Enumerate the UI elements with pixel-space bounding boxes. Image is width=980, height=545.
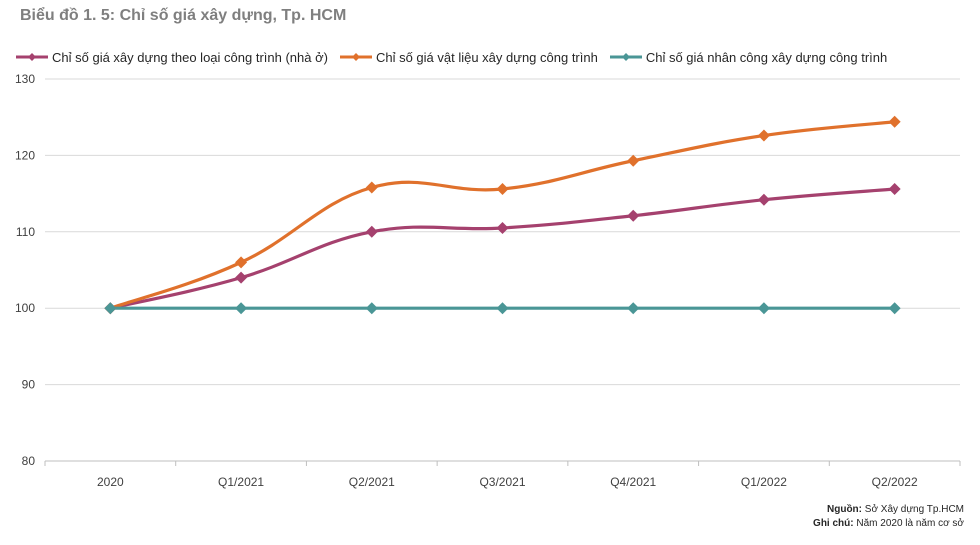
y-tick-label: 110 xyxy=(16,225,35,239)
series-1-point xyxy=(757,129,770,142)
y-tick-label: 130 xyxy=(15,72,35,86)
series-0-point xyxy=(235,271,248,284)
series-1-point xyxy=(496,183,509,196)
series-2-point xyxy=(496,302,509,315)
y-tick-label: 90 xyxy=(22,378,36,392)
series-0-point xyxy=(757,193,770,206)
x-tick-label: Q4/2021 xyxy=(610,475,656,489)
series-1-point xyxy=(365,181,378,194)
note-label: Ghi chú: xyxy=(813,518,854,529)
series-1-point xyxy=(627,154,640,167)
x-tick-label: Q2/2022 xyxy=(872,475,918,489)
legend-label-materials: Chỉ số giá vật liệu xây dựng công trình xyxy=(375,49,598,65)
x-tick-label: Q1/2022 xyxy=(741,475,787,489)
series-1-point xyxy=(235,256,248,269)
series-2-point xyxy=(627,302,640,315)
legend-label-labor: Chỉ số giá nhân công xây dựng công trình xyxy=(645,49,888,65)
series-0-point xyxy=(496,221,509,234)
legend-swatch-housing xyxy=(16,53,48,61)
series-1-point xyxy=(888,115,901,128)
series-2-point xyxy=(888,302,901,315)
y-tick-label: 120 xyxy=(15,148,35,162)
series-line-0 xyxy=(109,187,895,310)
chart-title: Biểu đồ 1. 5: Chỉ số giá xây dựng, Tp. H… xyxy=(20,7,347,24)
x-tick-label: Q3/2021 xyxy=(479,475,525,489)
series-2-point xyxy=(365,302,378,315)
x-tick-label: 2020 xyxy=(97,475,124,489)
y-tick-label: 80 xyxy=(22,454,36,468)
source-label: Nguồn: xyxy=(827,504,862,515)
x-tick-label: Q2/2021 xyxy=(349,475,395,489)
y-tick-label: 100 xyxy=(15,301,35,315)
legend-swatch-materials xyxy=(339,53,372,61)
note-text: Năm 2020 là năm cơ sở xyxy=(856,518,964,529)
chart-footer: Nguồn: Sở Xây dựng Tp.HCM Ghi chú: Năm 2… xyxy=(813,503,964,531)
series-2-point xyxy=(104,302,117,315)
x-tick-label: Q1/2021 xyxy=(218,475,264,489)
legend-item-materials: Chỉ số giá vật liệu xây dựng công trình xyxy=(339,49,598,65)
legend-label-housing: Chỉ số giá xây dựng theo loại công trình… xyxy=(52,49,328,65)
series-0-point xyxy=(627,209,640,222)
series-2-point xyxy=(757,302,770,315)
series-0-point xyxy=(888,183,901,196)
source-text: Sở Xây dựng Tp.HCM xyxy=(864,504,964,515)
legend-item-housing: Chỉ số giá xây dựng theo loại công trình… xyxy=(16,50,328,65)
series-0-point xyxy=(365,225,378,238)
legend-swatch-labor xyxy=(609,53,642,61)
base-year-note: Ghi chú: Năm 2020 là năm cơ sở xyxy=(813,517,964,531)
chart-legend: Chỉ số giá xây dựng theo loại công trình… xyxy=(16,47,899,67)
series-2-point xyxy=(235,302,248,315)
legend-item-labor: Chỉ số giá nhân công xây dựng công trình xyxy=(609,49,888,65)
source-note: Nguồn: Sở Xây dựng Tp.HCM xyxy=(813,503,964,517)
